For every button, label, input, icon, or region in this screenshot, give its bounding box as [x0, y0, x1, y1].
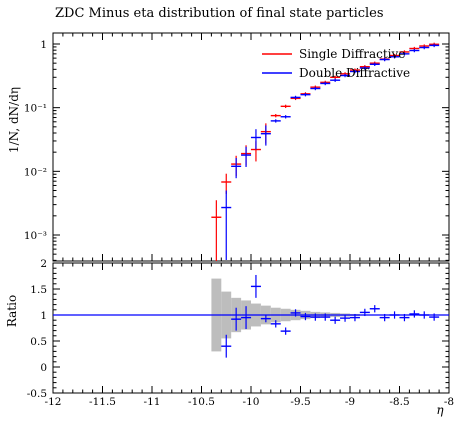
x-axis-label: η — [436, 403, 444, 417]
legend-single-label: Single Diffractive — [299, 47, 405, 61]
ratio-tick-label: -0.5 — [27, 388, 47, 400]
x-tick-label: -9.5 — [290, 396, 310, 408]
y-axis-label: 1/N, dN/dη — [7, 87, 21, 153]
x-tick-label: -11 — [144, 396, 161, 408]
y-tick-label: 10⁻³ — [24, 230, 47, 242]
ratio-axis-label: Ratio — [5, 295, 19, 327]
main-plot-area: 1 10⁻¹ 10⁻² 10⁻³ — [24, 32, 450, 262]
legend-double-label: Double Diffractive — [299, 66, 410, 80]
x-tick-label: -8 — [444, 396, 454, 408]
ratio-tick-label: 2 — [40, 258, 47, 270]
x-tick-label: -10.5 — [188, 396, 215, 408]
ratio-tick-label: 1 — [40, 310, 47, 322]
chart-title: ZDC Minus eta distribution of final stat… — [55, 6, 384, 21]
x-tick-label: -8.5 — [389, 396, 409, 408]
legend: Single Diffractive Double Diffractive — [262, 47, 410, 80]
x-tick-label: -9 — [345, 396, 355, 408]
ratio-tick-label: 1.5 — [30, 284, 47, 296]
y-tick-label: 10⁻¹ — [24, 103, 47, 115]
x-tick-label: -10 — [243, 396, 260, 408]
ratio-plot-area: 2 1.5 1 0.5 0 -0.5 — [27, 258, 450, 400]
y-tick-label: 10⁻² — [24, 166, 47, 178]
x-tick-label: -12 — [45, 396, 62, 408]
x-tick-label: -11.5 — [89, 396, 116, 408]
y-tick-label: 1 — [40, 39, 47, 51]
ratio-tick-label: 0.5 — [30, 336, 47, 348]
ratio-tick-label: 0 — [40, 362, 47, 374]
